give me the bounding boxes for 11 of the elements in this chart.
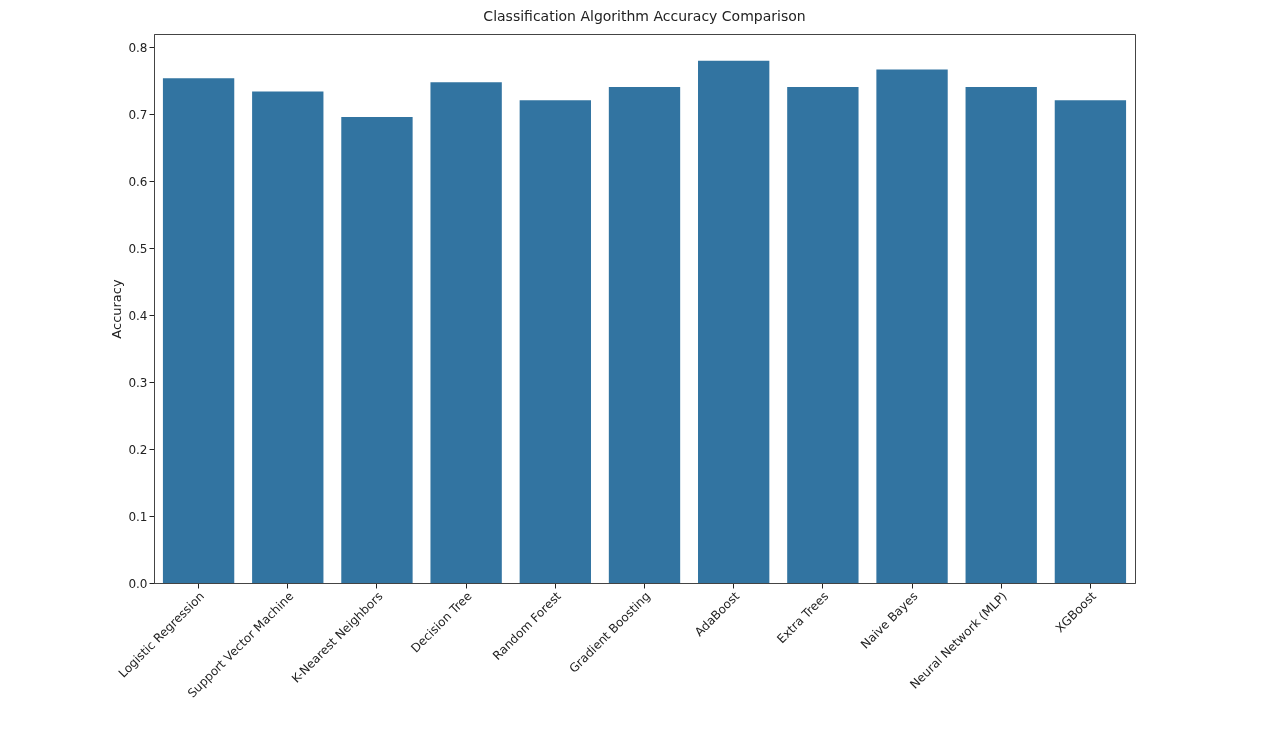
y-tick-label: 0.6 [128,174,148,189]
y-tick-label: 0.4 [128,308,148,323]
y-tick-label: 0.1 [128,509,148,524]
y-tick-label: 0.3 [128,375,148,390]
y-tick-label: 0.7 [128,107,148,122]
y-tick-label: 0.5 [128,241,148,256]
y-tick-label: 0.2 [128,442,148,457]
y-tick-label: 0.8 [128,40,148,55]
y-tick-label: 0.0 [128,576,148,591]
chart-title: Classification Algorithm Accuracy Comparison [483,8,806,24]
y-axis-title: Accuracy [109,279,125,339]
